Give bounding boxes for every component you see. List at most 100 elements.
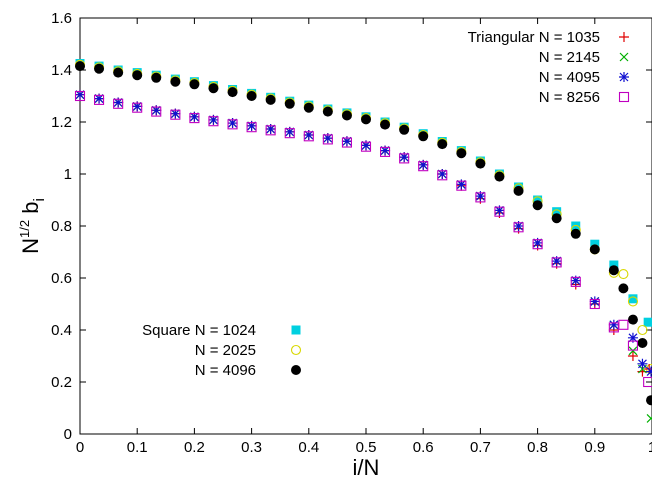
data-point (475, 158, 486, 169)
data-point (627, 296, 639, 307)
x-tick-label: 0.6 (413, 439, 434, 456)
x-tick-label: 0.3 (241, 439, 262, 456)
data-point (494, 206, 505, 217)
data-point (208, 83, 219, 94)
data-point (361, 114, 371, 125)
data-point (513, 185, 524, 196)
x-tick-label: 0.1 (127, 439, 148, 456)
legend-label: N = 2025 (195, 342, 256, 359)
data-point (551, 256, 562, 267)
data-point (170, 109, 181, 120)
x-tick-label: 0.2 (184, 439, 205, 456)
data-point (513, 222, 524, 233)
data-point (456, 148, 467, 159)
x-tick-label: 1 (648, 439, 652, 456)
data-point (589, 244, 600, 255)
data-point (475, 192, 486, 203)
legend-markers (290, 325, 302, 375)
data-point (570, 275, 581, 286)
data-point (380, 119, 391, 130)
data-point (94, 93, 105, 104)
legend-markers (618, 32, 630, 103)
data-point (589, 296, 600, 307)
data-point (637, 324, 648, 336)
data-point (627, 351, 638, 361)
data-point (265, 124, 276, 135)
legend-label: Triangular N = 1035 (468, 29, 600, 46)
y-axis-label-sup: 1/2 (17, 220, 32, 238)
data-point (284, 98, 295, 109)
legend-triangular: Triangular N = 1035 N = 2145 N = 4095 N … (468, 29, 630, 106)
data-point (227, 119, 238, 130)
data-point (189, 79, 200, 90)
data-point (646, 395, 652, 406)
legend-label: Square N = 1024 (142, 322, 256, 339)
data-point (151, 72, 162, 83)
data-point (456, 179, 467, 190)
data-points (74, 59, 652, 423)
data-point (399, 153, 410, 164)
data-point (637, 338, 648, 348)
y-tick-label: 0.2 (51, 374, 72, 391)
data-point (570, 276, 581, 287)
data-point (227, 118, 238, 129)
x-tick-label: 0.9 (584, 439, 605, 456)
x-tick-label: 0.7 (470, 439, 491, 456)
legend-label: N = 8256 (539, 89, 600, 106)
data-point (379, 146, 391, 157)
data-point (533, 195, 543, 205)
y-axis-label-n: N (18, 238, 43, 254)
data-point (290, 344, 302, 356)
data-point (618, 283, 629, 294)
data-point (93, 94, 105, 105)
legend-square: Square N = 1024 N = 2025 N = 4096 (142, 322, 302, 379)
y-tick-label: 1.6 (51, 10, 72, 27)
x-axis-label: i/N (353, 455, 380, 479)
data-point (361, 140, 371, 151)
data-point (151, 105, 162, 116)
data-point (627, 332, 638, 343)
data-point (590, 239, 600, 249)
data-point (303, 130, 314, 140)
data-point (609, 260, 619, 270)
data-point (246, 120, 257, 131)
data-point (132, 102, 143, 113)
data-point (94, 63, 105, 74)
data-point (551, 213, 562, 224)
data-point (619, 32, 629, 42)
data-point (132, 101, 143, 112)
data-point (570, 228, 581, 239)
data-point (627, 340, 639, 351)
y-tick-label: 0 (64, 426, 72, 443)
data-point (437, 170, 448, 181)
data-point (322, 134, 333, 145)
x-tick-label: 0.5 (356, 439, 377, 456)
data-point (170, 76, 181, 87)
data-point (618, 91, 630, 103)
data-point (456, 180, 467, 191)
data-point (132, 70, 143, 81)
y-tick-label: 0.8 (51, 218, 72, 235)
data-point (552, 207, 562, 217)
data-point (265, 94, 276, 105)
data-point (643, 317, 652, 327)
data-point (341, 137, 353, 148)
data-point (532, 239, 543, 250)
data-point (360, 141, 372, 152)
data-point (628, 346, 638, 356)
y-tick-label: 0.6 (51, 270, 72, 287)
data-point (628, 294, 638, 304)
data-point (618, 319, 629, 330)
data-point (246, 122, 257, 133)
data-point (418, 159, 429, 170)
data-point (494, 171, 505, 182)
data-point (322, 133, 333, 144)
data-point (284, 126, 295, 137)
data-point (437, 169, 448, 179)
y-axis-label-b: b (18, 202, 43, 220)
x-tick-label: 0 (76, 439, 84, 456)
data-point (608, 265, 619, 276)
y-axis-label: N1/2 bi (17, 198, 48, 254)
data-point (170, 108, 181, 119)
x-tick-label: 0.4 (298, 439, 319, 456)
